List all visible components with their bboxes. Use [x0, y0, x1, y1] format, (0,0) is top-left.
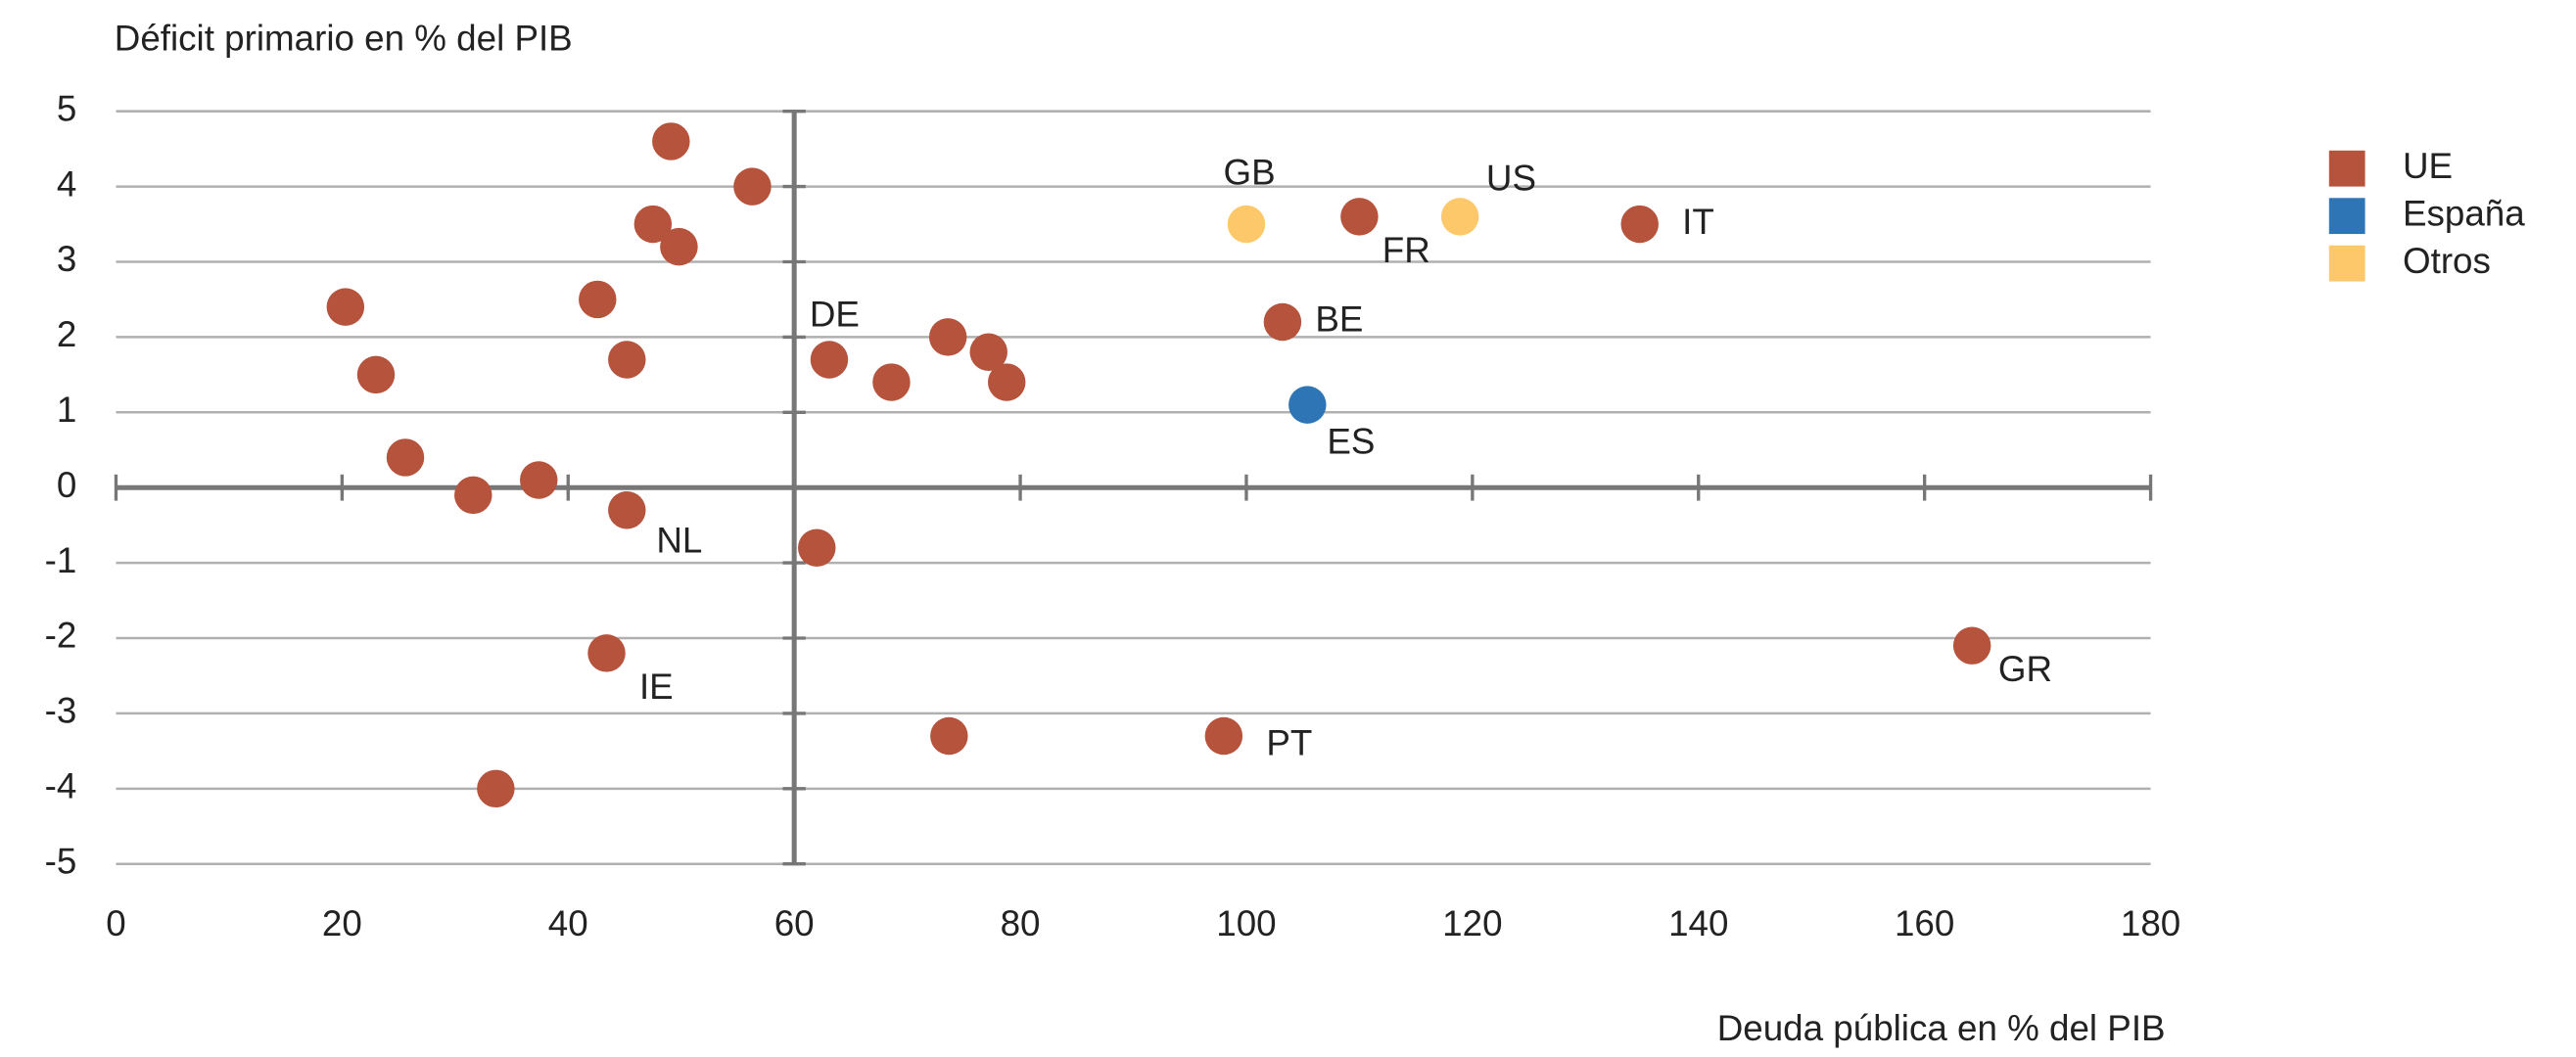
x-tick-label: 40	[548, 903, 588, 943]
point	[1263, 302, 1302, 342]
point	[579, 280, 617, 319]
point	[1227, 205, 1266, 244]
point	[454, 476, 492, 515]
point	[587, 634, 626, 672]
x-tick-label: 0	[106, 903, 125, 943]
y-tick-label: -2	[45, 616, 77, 656]
legend-swatch	[2328, 198, 2365, 235]
point	[798, 528, 836, 567]
point	[660, 227, 698, 266]
legend-label: España	[2403, 193, 2525, 233]
x-tick-label: 140	[1668, 903, 1728, 943]
x-axis-label: Deuda pública en % del PIB	[1717, 1008, 2166, 1048]
y-tick-label: 2	[57, 314, 76, 354]
point-label: PT	[1266, 723, 1312, 763]
point	[1288, 386, 1327, 424]
point	[810, 341, 849, 379]
chart-title: Déficit primario en % del PIB	[115, 19, 573, 59]
point-label: GB	[1224, 153, 1276, 193]
y-tick-label: -3	[45, 691, 77, 731]
y-tick-label: -4	[45, 766, 77, 806]
y-tick-label: 3	[57, 239, 76, 279]
point	[608, 341, 646, 379]
point	[987, 363, 1026, 401]
point-label: GR	[1998, 649, 2052, 689]
x-tick-label: 100	[1216, 903, 1276, 943]
point	[1620, 205, 1659, 244]
legend-label: Otros	[2403, 241, 2491, 281]
x-tick-label: 80	[1001, 903, 1041, 943]
point	[652, 122, 690, 161]
point	[608, 491, 646, 529]
y-tick-label: -5	[45, 841, 77, 881]
x-tick-label: 120	[1442, 903, 1502, 943]
point	[1204, 716, 1243, 756]
point-label: BE	[1315, 299, 1363, 340]
y-tick-label: -1	[45, 540, 77, 580]
point	[633, 205, 673, 244]
point	[733, 167, 772, 206]
x-tick-label: 20	[322, 903, 362, 943]
point-label: US	[1486, 158, 1536, 198]
point-label: ES	[1327, 421, 1375, 461]
point-label: IE	[639, 666, 674, 707]
point	[928, 318, 967, 356]
point-label: DE	[810, 295, 860, 335]
legend-swatch	[2328, 245, 2365, 282]
point-label: IT	[1682, 202, 1714, 242]
point	[1952, 626, 1991, 665]
point	[386, 438, 425, 477]
legend-label: UE	[2403, 146, 2453, 186]
legend-swatch	[2328, 150, 2365, 187]
point	[930, 716, 968, 756]
x-tick-label: 160	[1895, 903, 1954, 943]
point	[477, 769, 515, 808]
point-label: FR	[1382, 230, 1430, 270]
point	[356, 355, 396, 394]
y-tick-label: 5	[57, 88, 76, 128]
y-tick-label: 0	[57, 465, 76, 505]
point	[1340, 198, 1379, 236]
x-tick-label: 60	[774, 903, 815, 943]
x-tick-label: 180	[2121, 903, 2180, 943]
point	[326, 288, 365, 326]
point	[1440, 198, 1479, 236]
point	[872, 363, 911, 401]
point	[520, 461, 558, 499]
point	[969, 333, 1007, 372]
point-label: NL	[656, 520, 702, 560]
y-tick-label: 4	[57, 163, 76, 204]
y-tick-label: 1	[57, 390, 76, 430]
